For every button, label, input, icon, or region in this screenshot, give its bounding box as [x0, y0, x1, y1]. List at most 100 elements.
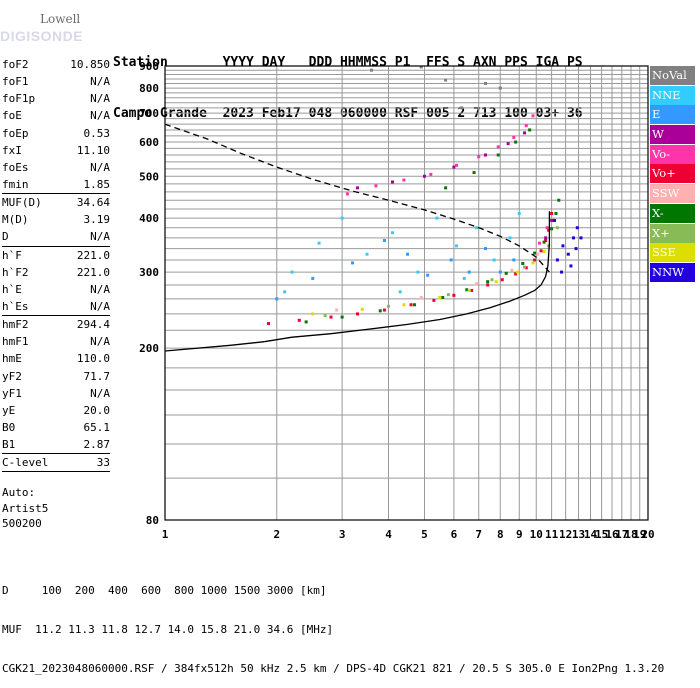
data-point — [266, 322, 270, 326]
data-point — [374, 184, 378, 188]
param-row: foE N/A — [2, 107, 110, 124]
param-value: 2.87 — [83, 438, 111, 452]
param-value: N/A — [90, 282, 110, 296]
footer-muf-row: MUF 11.2 11.3 11.8 12.7 14.0 15.8 21.0 3… — [2, 623, 334, 636]
data-point — [531, 114, 535, 118]
param-row: foF1 N/A — [2, 73, 110, 90]
param-row: B0 65.1 — [2, 419, 110, 436]
param-divider — [2, 315, 110, 317]
autoscaling-info: Auto: Artist5 500200 — [2, 485, 48, 532]
data-point — [575, 226, 579, 230]
legend-item: W — [650, 125, 695, 145]
data-point — [455, 163, 459, 167]
param-value: N/A — [90, 75, 110, 89]
data-point — [561, 244, 565, 248]
param-divider — [2, 193, 110, 195]
data-point — [304, 320, 308, 324]
param-label: foF2 — [2, 58, 29, 72]
param-value: N/A — [90, 109, 110, 123]
polarization-legend: NoVal NNE E W Vo- Vo+ SSW X- X+ SSE NNW — [650, 66, 695, 283]
param-value: N/A — [90, 335, 110, 349]
data-point — [484, 81, 488, 85]
x-tick-label: 6 — [451, 528, 458, 541]
param-row: fxI 11.10 — [2, 142, 110, 159]
data-point — [508, 236, 512, 240]
param-row: foF1p N/A — [2, 90, 110, 107]
param-row: h`F2 221.0 — [2, 264, 110, 281]
param-row: h`Es N/A — [2, 298, 110, 315]
data-point — [351, 261, 355, 265]
param-label: yF1 — [2, 386, 22, 400]
logo-top-text: Lowell — [40, 12, 81, 26]
param-row: MUF(D) 34.64 — [2, 194, 110, 211]
plot-points — [266, 65, 583, 326]
x-tick-label: 20 — [641, 528, 654, 541]
x-tick-label: 16 — [605, 528, 619, 541]
data-point — [455, 244, 459, 248]
data-point — [545, 226, 549, 230]
data-point — [512, 135, 516, 139]
param-value: 34.64 — [76, 196, 110, 210]
data-point — [467, 270, 471, 274]
param-label: foF1p — [2, 92, 36, 106]
data-point — [365, 252, 369, 256]
data-point — [335, 308, 339, 312]
data-point — [550, 227, 554, 231]
param-row: foF2 10.850 — [2, 56, 110, 73]
param-divider — [2, 245, 110, 247]
param-row: h`E N/A — [2, 281, 110, 298]
param-row: yF1 N/A — [2, 385, 110, 402]
data-point — [390, 231, 394, 235]
param-label: M(D) — [2, 213, 29, 227]
param-group-critical-frequencies: foF2 10.850 foF1 N/A foF1p N/A foE N/A foEp 0.53 f… — [2, 56, 110, 193]
param-label: hmF2 — [2, 318, 29, 332]
data-point — [290, 270, 294, 274]
data-point — [406, 252, 410, 256]
y-tick-label: 700 — [139, 107, 159, 120]
data-point — [569, 264, 573, 268]
logo-bottom-text: DIGISONDE — [0, 28, 84, 44]
param-divider — [2, 453, 110, 455]
param-value: 221.0 — [76, 248, 110, 262]
param-label: MUF(D) — [2, 196, 42, 210]
param-label: foEs — [2, 160, 29, 174]
param-row: fmin 1.85 — [2, 176, 110, 193]
param-row: foEp 0.53 — [2, 125, 110, 142]
data-point — [523, 131, 527, 135]
data-point — [539, 249, 543, 253]
data-point — [512, 258, 516, 262]
data-point — [536, 252, 540, 256]
param-label: foEp — [2, 126, 29, 140]
data-point — [496, 145, 500, 149]
param-row: yF2 71.7 — [2, 368, 110, 385]
param-label: B1 — [2, 438, 16, 452]
x-tick-label: 13 — [572, 528, 585, 541]
data-point — [382, 238, 386, 242]
data-point — [355, 186, 359, 190]
data-point — [446, 293, 450, 297]
data-point — [416, 270, 420, 274]
data-point — [323, 313, 327, 317]
auto-version: 500200 — [2, 517, 42, 530]
param-label: yE — [2, 403, 16, 417]
param-label: hmE — [2, 352, 22, 366]
data-point — [340, 216, 344, 220]
data-point — [542, 249, 546, 253]
plot-grid — [164, 65, 649, 521]
data-point — [557, 198, 561, 202]
param-label: fxI — [2, 143, 22, 157]
y-tick-label: 400 — [139, 212, 159, 225]
param-value: N/A — [90, 92, 110, 106]
data-point — [444, 186, 448, 190]
param-row: D N/A — [2, 228, 110, 245]
x-tick-label: 2 — [273, 528, 280, 541]
x-tick-label: 10 — [530, 528, 543, 541]
data-point — [444, 78, 448, 82]
param-label: hmF1 — [2, 335, 29, 349]
data-point — [547, 228, 551, 232]
data-point — [544, 236, 548, 240]
data-point — [484, 247, 488, 251]
legend-item: SSW — [650, 184, 695, 204]
legend-item: E — [650, 105, 695, 125]
param-row: hmF1 N/A — [2, 333, 110, 350]
